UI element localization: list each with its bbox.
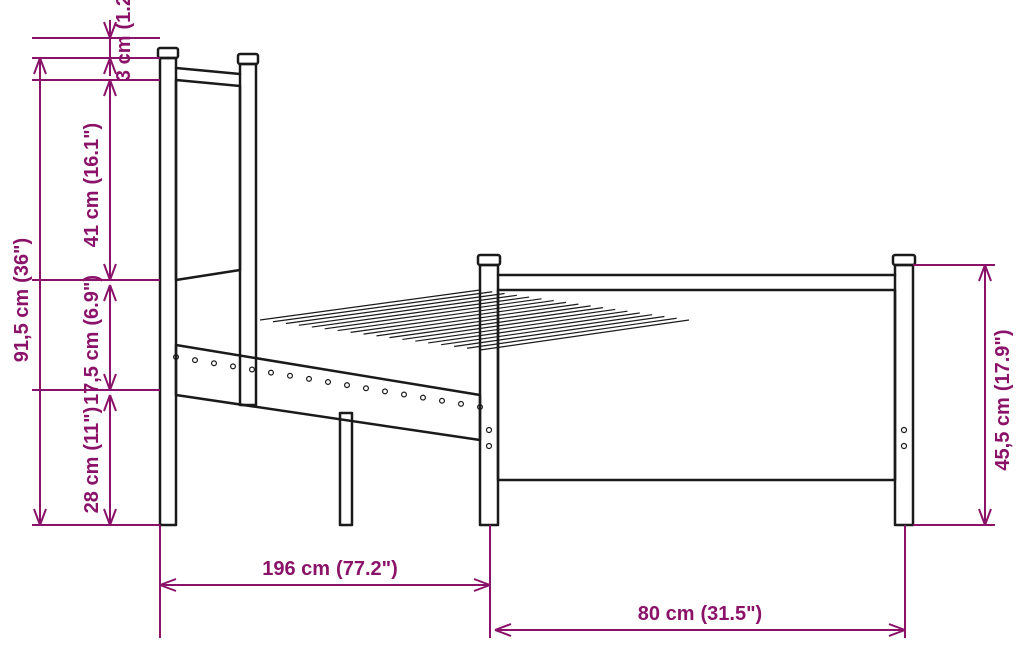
dim-width: 80 cm(31.5") [638, 603, 762, 625]
svg-text:28 cm(11"): 28 cm(11") [81, 407, 103, 514]
dim-rail-height: 17,5 cm(6.9") [81, 275, 103, 405]
dim-cap-height: 3 cm(1.2") [113, 0, 135, 81]
svg-text:17,5 cm(6.9"): 17,5 cm(6.9") [81, 275, 103, 405]
dim-total-height: 91,5 cm(36") [11, 238, 33, 362]
svg-text:41 cm(16.1"): 41 cm(16.1") [81, 123, 103, 247]
dim-length: 196 cm(77.2") [262, 558, 398, 580]
svg-text:3 cm(1.2"): 3 cm(1.2") [113, 0, 135, 81]
dim-footboard-height: 45,5 cm(17.9") [992, 329, 1014, 470]
dim-headboard-height: 41 cm(16.1") [81, 123, 103, 247]
dim-clearance-height: 28 cm(11") [81, 407, 103, 514]
svg-text:45,5 cm(17.9"): 45,5 cm(17.9") [992, 329, 1014, 470]
svg-text:91,5 cm(36"): 91,5 cm(36") [11, 238, 33, 362]
